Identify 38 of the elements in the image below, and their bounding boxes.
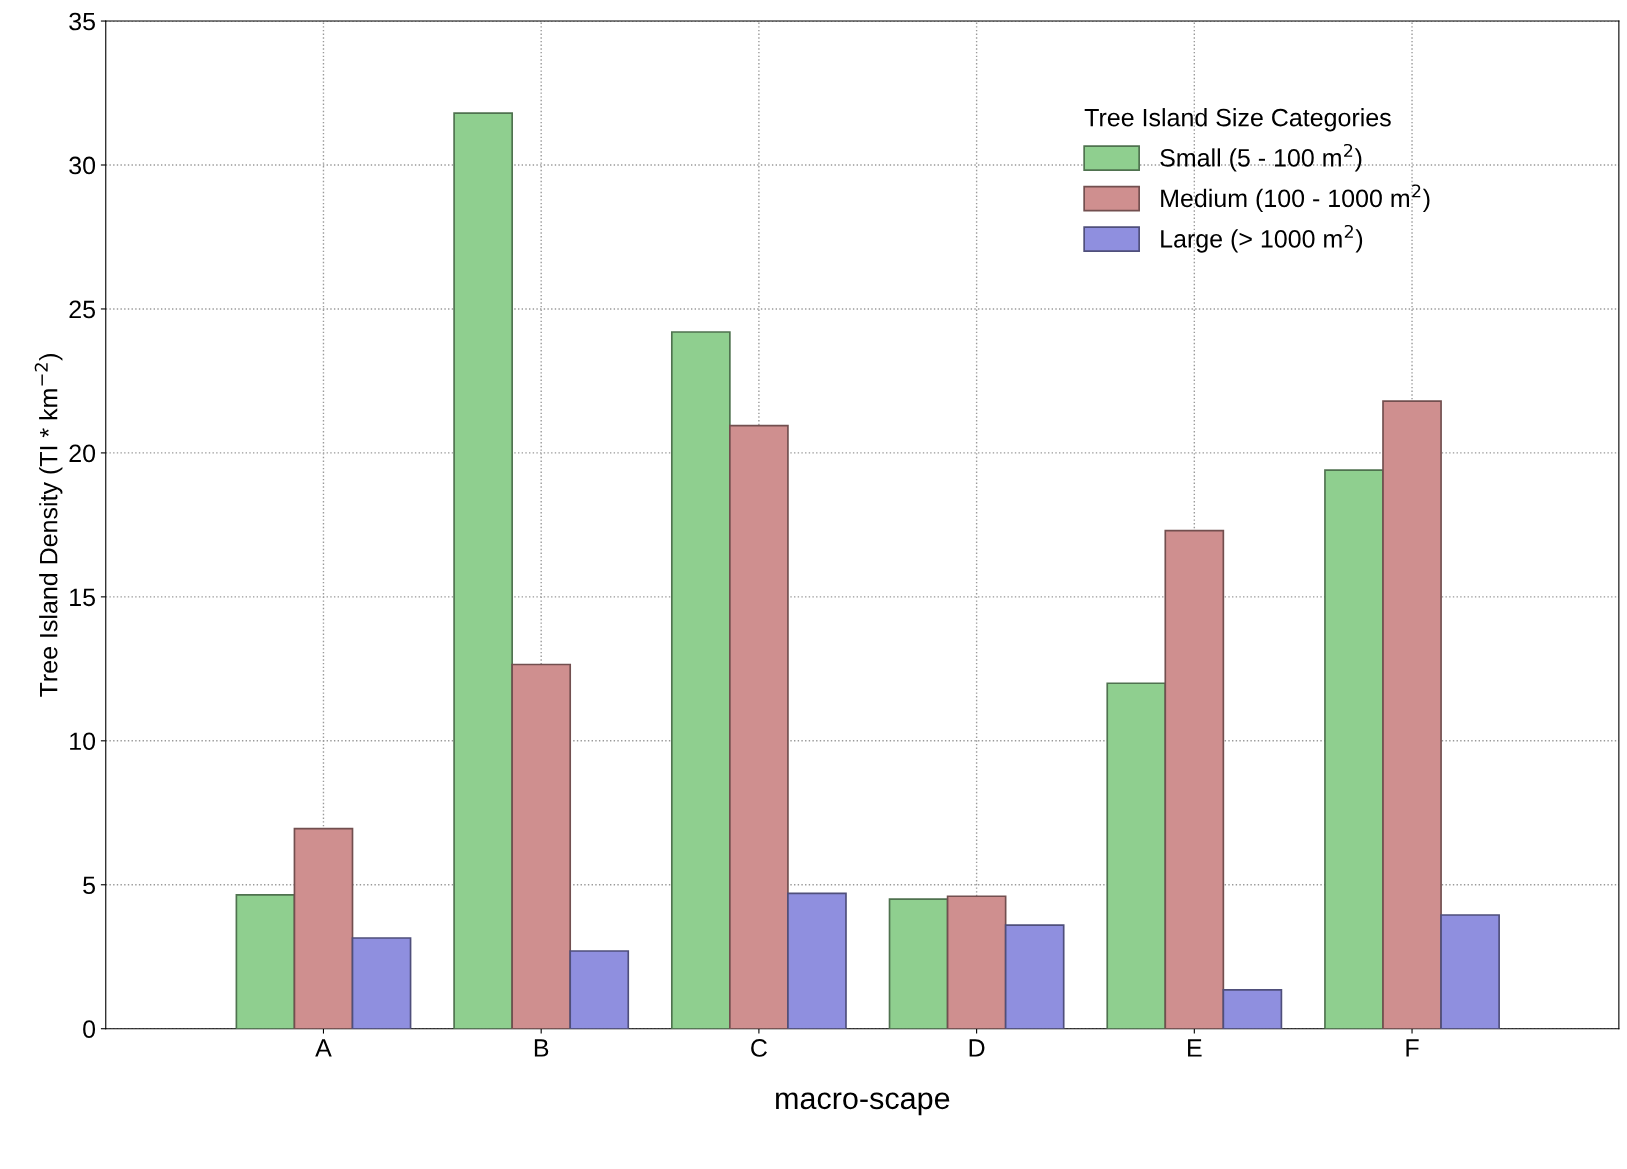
x-tick-label: E [1188, 1039, 1202, 1057]
bar [511, 663, 572, 1029]
x-tick-label: F [1406, 1039, 1419, 1057]
bar [351, 937, 412, 1029]
bar [1324, 469, 1384, 1029]
legend-title: Tree Island Size Categories [1084, 108, 1391, 132]
y-tick-label: 0 [83, 1020, 96, 1039]
bar [1164, 529, 1225, 1029]
y-tick-label: 5 [83, 876, 95, 895]
bar [1222, 989, 1283, 1029]
bar [293, 827, 354, 1029]
y-tick-label: 10 [70, 732, 96, 751]
legend-label: Large (> 1000 m$^{2}$) [1161, 224, 1363, 253]
y-axis-title: Tree Island Density (TI * km$^{−2}$) [34, 354, 63, 697]
bar [1004, 924, 1065, 1029]
bar [235, 894, 296, 1029]
bar [453, 112, 513, 1029]
y-tick-label: 25 [69, 300, 95, 319]
legend-label: Small (5 - 100 m$^{2}$) [1160, 143, 1362, 172]
y-tick-label: 30 [69, 156, 96, 175]
x-tick-label: A [315, 1039, 332, 1057]
y-tick-label: 15 [70, 588, 95, 607]
bar [1106, 682, 1167, 1029]
legend-label: Medium (100 - 1000 m$^{2}$) [1161, 184, 1430, 213]
bar [670, 331, 731, 1029]
bar [946, 895, 1007, 1029]
bar [787, 892, 847, 1029]
y-tick-label: 35 [69, 12, 95, 31]
bar [1440, 914, 1500, 1029]
y-tick-label: 20 [69, 444, 96, 463]
bar [888, 898, 949, 1029]
x-tick-label: C [751, 1039, 767, 1057]
bar [569, 950, 630, 1029]
x-tick-label: B [534, 1039, 549, 1057]
x-axis-title: macro-scape [776, 1092, 950, 1116]
x-tick-label: D [969, 1039, 985, 1057]
bar [1382, 400, 1442, 1029]
bar [729, 424, 789, 1029]
